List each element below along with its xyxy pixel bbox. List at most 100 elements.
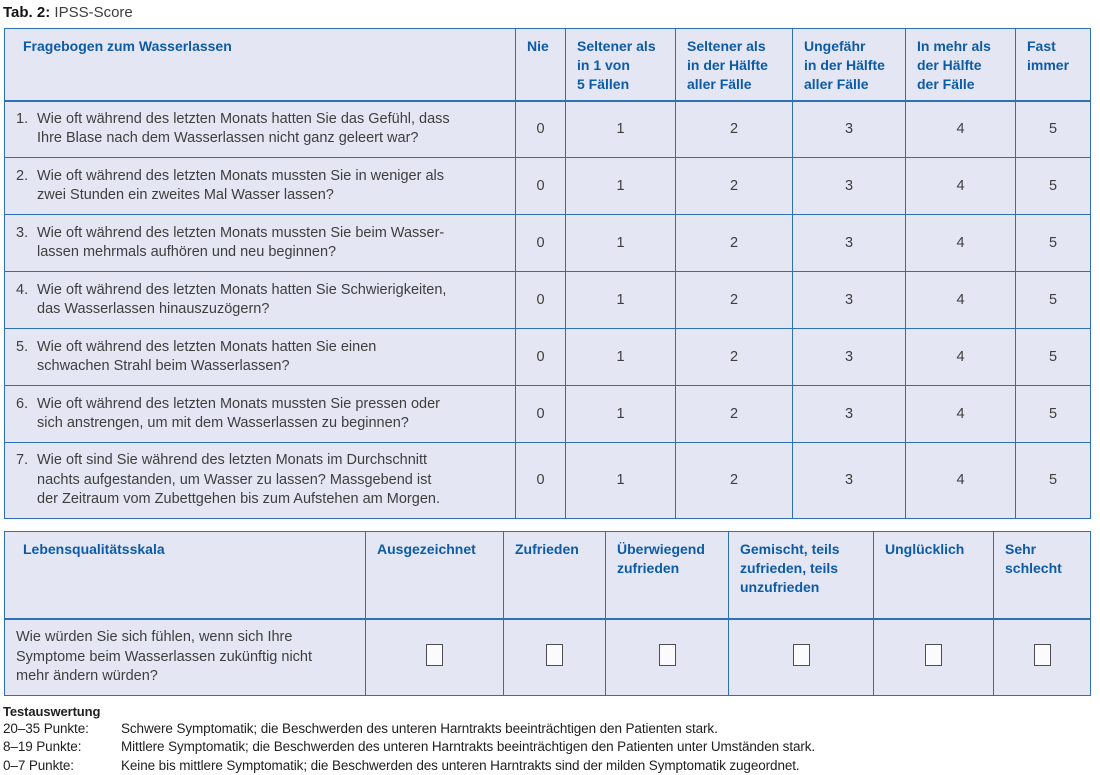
- score-cell: 0: [516, 101, 566, 158]
- question-cell: 5.Wie oft während des letzten Monats hat…: [5, 329, 516, 386]
- question-cell: 3.Wie oft während des letzten Monats mus…: [5, 215, 516, 272]
- qol-checkbox-cell: [729, 619, 874, 695]
- ipss-header-option: Seltener als in der Hälfte aller Fälle: [676, 29, 793, 101]
- qol-header-question: Lebensqualitätsskala: [5, 531, 366, 619]
- evaluation-row: 20–35 Punkte:Schwere Symptomatik; die Be…: [3, 720, 1100, 739]
- evaluation-row: 8–19 Punkte:Mittlere Symptomatik; die Be…: [3, 738, 1100, 757]
- ipss-question-row: 4.Wie oft während des letzten Monats hat…: [5, 272, 1091, 329]
- question-text: Wie oft während des letzten Monats musst…: [37, 224, 444, 263]
- qol-header-option: Unglücklich: [874, 531, 994, 619]
- score-cell: 0: [516, 158, 566, 215]
- qol-checkbox[interactable]: [1034, 644, 1051, 666]
- qol-checkbox[interactable]: [546, 644, 563, 666]
- score-cell: 4: [906, 101, 1016, 158]
- score-cell: 3: [793, 101, 906, 158]
- score-cell: 1: [566, 329, 676, 386]
- score-cell: 2: [676, 443, 793, 519]
- ipss-question-row: 6.Wie oft während des letzten Monats mus…: [5, 386, 1091, 443]
- score-cell: 3: [793, 272, 906, 329]
- question-number: 6.: [16, 395, 37, 415]
- score-cell: 2: [676, 329, 793, 386]
- qol-checkbox-cell: [994, 619, 1091, 695]
- table-caption: Tab. 2: IPSS-Score: [3, 4, 1100, 21]
- score-cell: 3: [793, 329, 906, 386]
- ipss-header-question: Fragebogen zum Wasserlassen: [5, 29, 516, 101]
- caption-label: Tab. 2:: [3, 4, 50, 21]
- ipss-header-option: In mehr als der Hälfte der Fälle: [906, 29, 1016, 101]
- score-cell: 5: [1016, 329, 1091, 386]
- score-cell: 5: [1016, 443, 1091, 519]
- score-cell: 0: [516, 443, 566, 519]
- qol-checkbox[interactable]: [659, 644, 676, 666]
- score-cell: 3: [793, 443, 906, 519]
- question-text: Wie oft während des letzten Monats musst…: [37, 395, 440, 434]
- qol-checkbox[interactable]: [925, 644, 942, 666]
- score-cell: 0: [516, 215, 566, 272]
- qol-question-text: Wie würden Sie sich fühlen, wenn sich Ih…: [16, 628, 312, 687]
- question-text: Wie oft sind Sie während des letzten Mon…: [37, 451, 440, 510]
- ipss-question-row: 1.Wie oft während des letzten Monats hat…: [5, 101, 1091, 158]
- question-text: Wie oft während des letzten Monats hatte…: [37, 281, 446, 320]
- qol-checkbox[interactable]: [793, 644, 810, 666]
- score-cell: 3: [793, 386, 906, 443]
- ipss-question-row: 5.Wie oft während des letzten Monats hat…: [5, 329, 1091, 386]
- question-number: 5.: [16, 338, 37, 358]
- score-cell: 5: [1016, 158, 1091, 215]
- qol-checkbox-cell: [504, 619, 606, 695]
- score-cell: 4: [906, 272, 1016, 329]
- qol-header-option: Gemischt, teils zufrieden, teils unzufri…: [729, 531, 874, 619]
- question-cell: 2.Wie oft während des letzten Monats mus…: [5, 158, 516, 215]
- question-number: 3.: [16, 224, 37, 244]
- score-cell: 1: [566, 215, 676, 272]
- question-number: 1.: [16, 110, 37, 130]
- question-number: 4.: [16, 281, 37, 301]
- question-text: Wie oft während des letzten Monats musst…: [37, 167, 444, 206]
- score-cell: 0: [516, 272, 566, 329]
- evaluation-range: 8–19 Punkte:: [3, 738, 121, 757]
- qol-checkbox[interactable]: [426, 644, 443, 666]
- score-cell: 4: [906, 158, 1016, 215]
- evaluation-row: 0–7 Punkte:Keine bis mittlere Symptomati…: [3, 757, 1100, 775]
- ipss-question-row: 2.Wie oft während des letzten Monats mus…: [5, 158, 1091, 215]
- score-cell: 5: [1016, 101, 1091, 158]
- score-cell: 2: [676, 272, 793, 329]
- score-cell: 2: [676, 101, 793, 158]
- ipss-header-option: Ungefähr in der Hälfte aller Fälle: [793, 29, 906, 101]
- question-cell: 4.Wie oft während des letzten Monats hat…: [5, 272, 516, 329]
- evaluation-range: 20–35 Punkte:: [3, 720, 121, 739]
- caption-title: IPSS-Score: [54, 4, 132, 21]
- question-cell: 6.Wie oft während des letzten Monats mus…: [5, 386, 516, 443]
- ipss-header-option: Nie: [516, 29, 566, 101]
- question-number: 2.: [16, 167, 37, 187]
- score-cell: 4: [906, 329, 1016, 386]
- score-cell: 1: [566, 101, 676, 158]
- score-cell: 2: [676, 215, 793, 272]
- qol-checkbox-cell: [874, 619, 994, 695]
- question-number: 7.: [16, 451, 37, 471]
- question-text: Wie oft während des letzten Monats hatte…: [37, 110, 450, 149]
- evaluation-section: Testauswertung 20–35 Punkte:Schwere Symp…: [3, 703, 1100, 775]
- evaluation-range: 0–7 Punkte:: [3, 757, 121, 775]
- ipss-header-option: Seltener als in 1 von 5 Fällen: [566, 29, 676, 101]
- ipss-header-option: Fast immer: [1016, 29, 1091, 101]
- score-cell: 3: [793, 215, 906, 272]
- ipss-question-row: 3.Wie oft während des letzten Monats mus…: [5, 215, 1091, 272]
- score-cell: 2: [676, 158, 793, 215]
- qol-header-option: Zufrieden: [504, 531, 606, 619]
- score-cell: 2: [676, 386, 793, 443]
- score-cell: 1: [566, 443, 676, 519]
- score-cell: 0: [516, 329, 566, 386]
- score-cell: 1: [566, 386, 676, 443]
- ipss-question-row: 7.Wie oft sind Sie während des letzten M…: [5, 443, 1091, 519]
- qol-checkbox-cell: [606, 619, 729, 695]
- score-cell: 5: [1016, 215, 1091, 272]
- evaluation-text: Mittlere Symptomatik; die Beschwerden de…: [121, 738, 815, 757]
- score-cell: 3: [793, 158, 906, 215]
- score-cell: 0: [516, 386, 566, 443]
- qol-question-cell: Wie würden Sie sich fühlen, wenn sich Ih…: [5, 619, 366, 695]
- evaluation-text: Schwere Symptomatik; die Beschwerden des…: [121, 720, 718, 739]
